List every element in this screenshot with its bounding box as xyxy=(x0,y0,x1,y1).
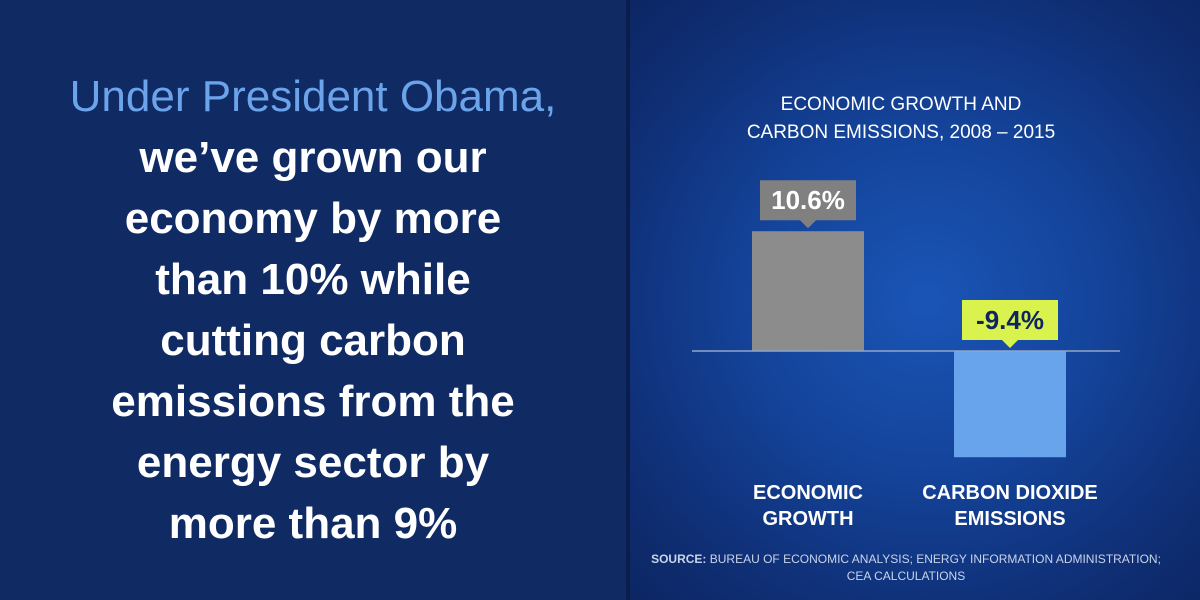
headline-line: cutting carbon xyxy=(160,316,466,365)
headline-line: economy by more xyxy=(124,194,502,243)
category-label: CARBON DIOXIDE xyxy=(922,482,1098,504)
bar xyxy=(954,351,1066,458)
chart-title-line: CARBON EMISSIONS, 2008 – 2015 xyxy=(747,122,1055,143)
category-label: ECONOMIC xyxy=(753,482,863,504)
source-note-line2: CEA CALCULATIONS xyxy=(847,569,965,583)
source-note: SOURCE: BUREAU OF ECONOMIC ANALYSIS; ENE… xyxy=(651,552,1161,566)
headline-line: energy sector by xyxy=(136,438,490,487)
headline-line: emissions from the xyxy=(111,377,515,426)
data-label-callout xyxy=(962,300,1058,348)
category-label: EMISSIONS xyxy=(954,508,1065,530)
headline-line: we’ve grown our xyxy=(139,133,487,182)
panel-divider xyxy=(626,0,630,600)
data-label: 10.6% xyxy=(771,185,845,215)
bars-group: 10.6% -9.4% xyxy=(752,180,1066,458)
headline-line: more than 9% xyxy=(168,499,458,548)
category-label: GROWTH xyxy=(762,508,853,530)
headline-panel: Under President Obama, we’ve grown our e… xyxy=(40,66,586,554)
bar-chart: ECONOMIC GROWTH AND CARBON EMISSIONS, 20… xyxy=(651,94,1161,583)
chart-title-line: ECONOMIC GROWTH AND xyxy=(781,94,1022,115)
data-label-callout xyxy=(760,180,856,229)
source-label: SOURCE: xyxy=(651,552,706,566)
source-text: BUREAU OF ECONOMIC ANALYSIS; ENERGY INFO… xyxy=(706,552,1161,566)
chart-panel: ECONOMIC GROWTH AND CARBON EMISSIONS, 20… xyxy=(630,0,1200,600)
data-label: -9.4% xyxy=(976,305,1044,335)
bar xyxy=(752,231,864,351)
headline-lead: Under President Obama, xyxy=(69,72,557,121)
headline-line: than 10% while xyxy=(155,255,471,304)
headline: Under President Obama, we’ve grown our e… xyxy=(40,66,586,554)
